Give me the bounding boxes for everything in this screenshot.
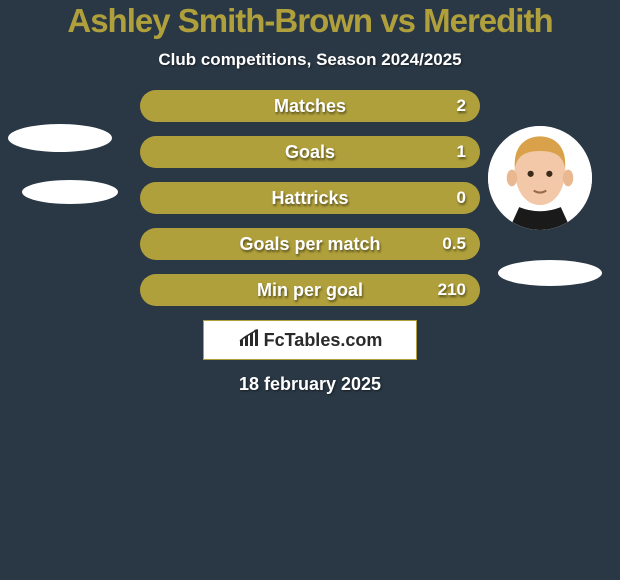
date-text: 18 february 2025 [0, 374, 620, 395]
stat-value: 0.5 [442, 234, 466, 254]
stat-label: Goals [140, 142, 480, 163]
stat-label: Min per goal [140, 280, 480, 301]
stat-bar: Goals1 [140, 136, 480, 168]
stat-value: 210 [438, 280, 466, 300]
fctables-logo-text: FcTables.com [264, 330, 383, 351]
subtitle: Club competitions, Season 2024/2025 [0, 50, 620, 70]
stat-bar: Goals per match0.5 [140, 228, 480, 260]
stat-value: 0 [457, 188, 466, 208]
stat-label: Matches [140, 96, 480, 117]
stat-label: Hattricks [140, 188, 480, 209]
stat-bar: Min per goal210 [140, 274, 480, 306]
stat-value: 1 [457, 142, 466, 162]
fctables-logo-box: FcTables.com [203, 320, 417, 360]
left-ellipse-1 [8, 124, 112, 152]
player-face-icon [488, 126, 592, 230]
stat-label: Goals per match [140, 234, 480, 255]
player-portrait-right [488, 126, 592, 230]
stat-bar: Hattricks0 [140, 182, 480, 214]
page-title: Ashley Smith-Brown vs Meredith [0, 2, 620, 40]
right-ellipse [498, 260, 602, 286]
stat-row: Goals per match0.5 [0, 228, 620, 260]
stat-value: 2 [457, 96, 466, 116]
left-ellipse-2 [22, 180, 118, 204]
fctables-chart-icon [238, 328, 260, 353]
stat-bar: Matches2 [140, 90, 480, 122]
stat-row: Matches2 [0, 90, 620, 122]
